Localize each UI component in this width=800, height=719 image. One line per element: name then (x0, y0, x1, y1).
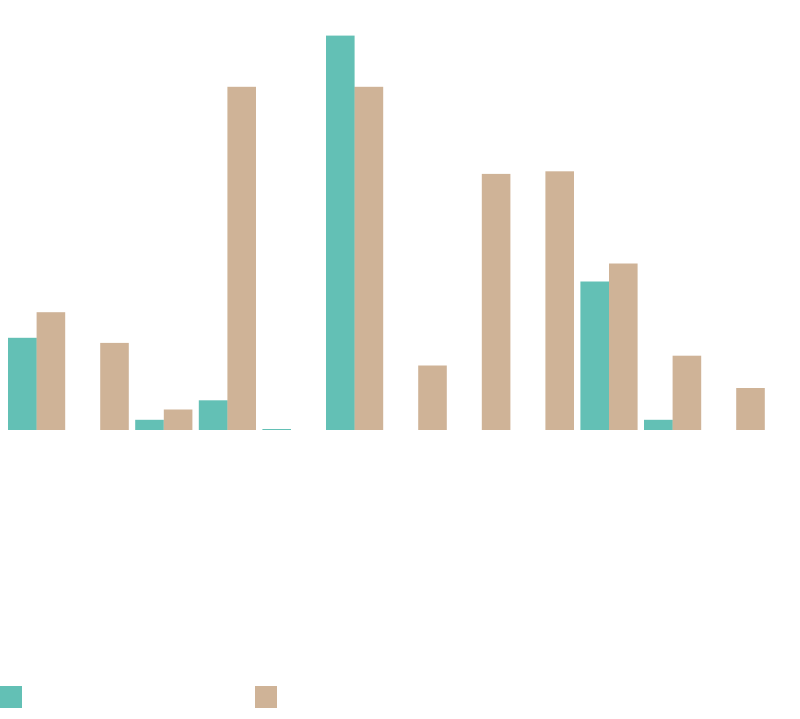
bar-series-1-category-1[interactable] (8, 337, 37, 430)
bar-series-2-category-12[interactable] (736, 388, 765, 430)
legend-item-series-2[interactable] (255, 686, 285, 708)
bar-series-2-category-9[interactable] (545, 171, 574, 431)
bar-series-2-category-7[interactable] (418, 365, 447, 431)
bar-series-1-category-6[interactable] (326, 35, 355, 430)
bar-chart (8, 35, 765, 431)
bar-series-2-category-1[interactable] (36, 312, 66, 430)
bar-series-2-category-8[interactable] (481, 173, 511, 430)
bar-series-1-category-11[interactable] (644, 419, 673, 430)
bar-series-1-category-3[interactable] (135, 419, 164, 430)
legend-swatch-series-2 (255, 686, 277, 708)
bar-series-2-category-10[interactable] (609, 263, 638, 431)
legend-swatch-series-1 (0, 686, 22, 708)
bar-series-2-category-3[interactable] (163, 409, 193, 431)
bar-series-2-category-2[interactable] (100, 342, 129, 430)
bar-series-2-category-6[interactable] (354, 86, 384, 431)
bar-series-2-category-11[interactable] (672, 355, 702, 430)
bar-series-1-category-10[interactable] (580, 281, 609, 431)
bar-series-1-category-5[interactable] (262, 429, 291, 430)
legend (0, 686, 800, 708)
legend-item-series-1[interactable] (0, 686, 30, 708)
bar-series-2-category-4[interactable] (227, 86, 256, 431)
bar-series-1-category-4[interactable] (198, 400, 228, 430)
